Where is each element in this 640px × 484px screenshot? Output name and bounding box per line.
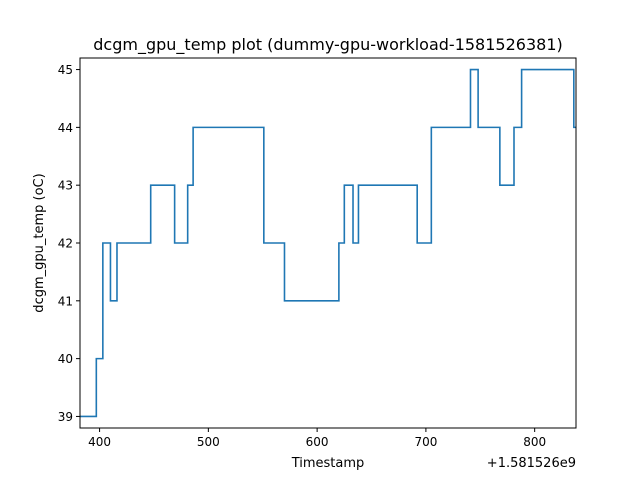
chart-title: dcgm_gpu_temp plot (dummy-gpu-workload-1… [93, 35, 562, 55]
x-tick-label: 700 [414, 435, 437, 449]
x-tick-label: 500 [197, 435, 220, 449]
plot-area [80, 58, 576, 428]
x-offset-text: +1.581526e9 [487, 456, 576, 471]
y-tick-label: 45 [58, 63, 73, 77]
y-tick-label: 42 [58, 237, 73, 251]
series-line [80, 68, 576, 418]
y-tick-label: 39 [58, 410, 73, 424]
y-tick-label: 44 [58, 121, 73, 135]
x-axis-ticks: 400 500 600 700 800 [88, 428, 546, 449]
x-tick-label: 800 [523, 435, 546, 449]
y-tick-label: 41 [58, 294, 73, 308]
x-tick-label: 600 [306, 435, 329, 449]
plot-frame [79, 57, 577, 429]
y-tick-label: 43 [58, 179, 73, 193]
y-axis-ticks: 39 40 41 42 43 44 45 [58, 63, 80, 424]
x-axis-label: Timestamp [291, 456, 365, 471]
y-axis-label: dcgm_gpu_temp (oC) [32, 173, 47, 312]
x-tick-label: 400 [88, 435, 111, 449]
y-tick-label: 40 [58, 352, 73, 366]
